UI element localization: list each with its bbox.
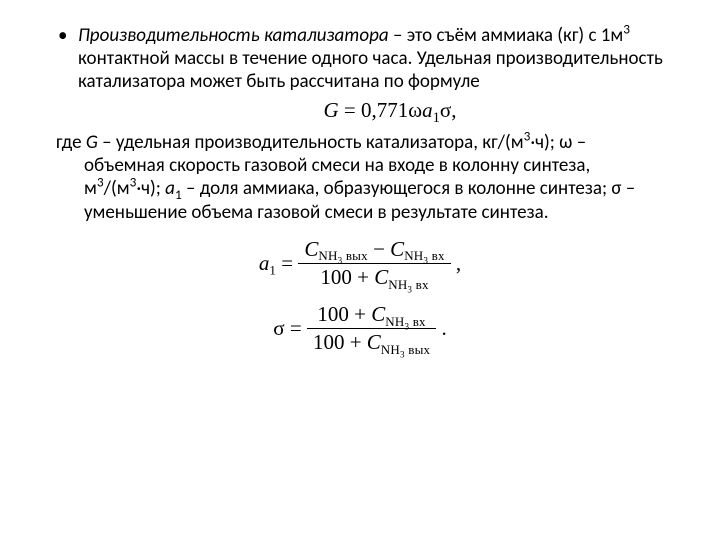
in: вх bbox=[428, 248, 445, 263]
slide: Производительность катализатора – это съ… bbox=[0, 0, 720, 540]
trailing-period: . bbox=[441, 316, 446, 340]
text: ·ч); bbox=[136, 177, 165, 200]
text: – это съём аммиака (кг) с 1м bbox=[389, 24, 624, 47]
out: вых bbox=[342, 248, 367, 263]
var-a: a bbox=[259, 251, 270, 275]
minus: − bbox=[368, 237, 390, 261]
formula-sigma: σ = 100 + CNH3 вх 100 + CNH3 вых . bbox=[56, 303, 664, 354]
sub-nh3-in: NH3 вх bbox=[388, 277, 428, 292]
formula-G-wrap: G = 0,771ωa1σ, bbox=[56, 100, 664, 132]
term-italic: Производительность катализатора bbox=[78, 24, 389, 47]
list-item: Производительность катализатора – это съ… bbox=[56, 24, 664, 94]
numerator: 100 + CNH3 вх bbox=[307, 303, 436, 329]
in: вх bbox=[409, 314, 426, 329]
sub-1: 1 bbox=[433, 110, 440, 126]
lhs-sigma: σ = bbox=[273, 316, 307, 340]
hundred-plus: 100 + bbox=[320, 265, 374, 289]
var-a: a bbox=[422, 98, 433, 122]
trailing-comma: , bbox=[456, 251, 461, 275]
out: вых bbox=[405, 342, 430, 357]
eq: = bbox=[276, 251, 298, 275]
lhs: a1 = bbox=[259, 251, 299, 275]
var-a: а bbox=[165, 177, 175, 200]
var-C: C bbox=[374, 265, 388, 289]
var-C: C bbox=[304, 237, 318, 261]
hundred-plus: 100 + bbox=[317, 302, 371, 326]
nh: NH bbox=[318, 248, 337, 263]
var-C: C bbox=[390, 237, 404, 261]
var-G: G bbox=[86, 131, 98, 154]
sub-nh3-out: NH3 вых bbox=[318, 248, 367, 263]
text: – удельная производительность катализато… bbox=[98, 131, 524, 154]
bulleted-list: Производительность катализатора – это съ… bbox=[56, 24, 664, 94]
text: контактной массы в течение одного часа. … bbox=[78, 47, 663, 93]
nh: NH bbox=[385, 314, 404, 329]
var-C: C bbox=[371, 302, 385, 326]
denominator: 100 + CNH3 вх bbox=[298, 264, 450, 289]
formula-a1: a1 = CNH3 вых − CNH3 вх 100 + CNH3 вх , bbox=[56, 238, 664, 289]
sub-nh3-in: NH3 вх bbox=[404, 248, 444, 263]
legend-paragraph: где G – удельная производительность ката… bbox=[56, 131, 664, 224]
hundred-plus: 100 + bbox=[313, 330, 367, 354]
formula-G: G = 0,771ωa1σ, bbox=[56, 98, 664, 124]
numerator: CNH3 вых − CNH3 вх bbox=[298, 238, 450, 264]
text: где bbox=[56, 131, 86, 154]
fraction: CNH3 вых − CNH3 вх 100 + CNH3 вх bbox=[298, 238, 450, 289]
denominator: 100 + CNH3 вых bbox=[307, 329, 436, 354]
sigma: σ, bbox=[440, 98, 457, 122]
superscript-3: 3 bbox=[623, 21, 630, 38]
var-G: G bbox=[323, 98, 338, 122]
sub-nh3-out: NH3 вых bbox=[381, 342, 430, 357]
var-C: C bbox=[367, 330, 381, 354]
eq-text: = 0,771ω bbox=[339, 98, 422, 122]
text: /(м bbox=[104, 177, 130, 200]
superscript-3: 3 bbox=[97, 174, 104, 191]
fraction: 100 + CNH3 вх 100 + CNH3 вых bbox=[307, 303, 436, 354]
in: вх bbox=[412, 277, 429, 292]
sub-nh3-in: NH3 вх bbox=[385, 314, 425, 329]
nh: NH bbox=[381, 342, 400, 357]
nh: NH bbox=[388, 277, 407, 292]
nh: NH bbox=[404, 248, 423, 263]
